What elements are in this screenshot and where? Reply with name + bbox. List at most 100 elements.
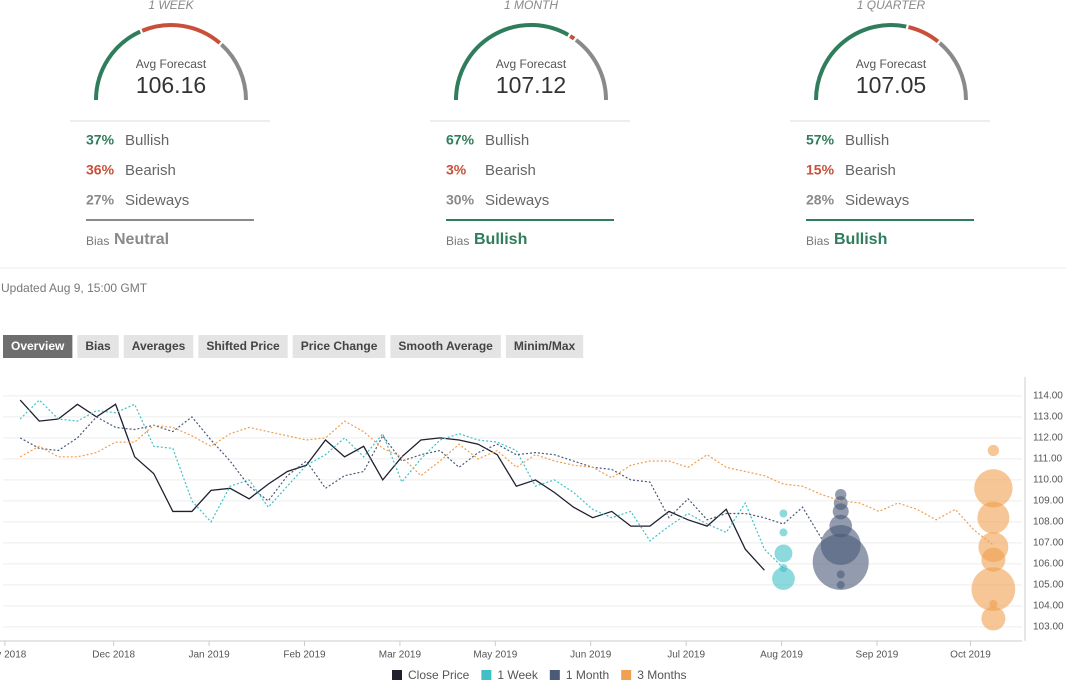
gauge-segment [220,43,248,101]
tab[interactable]: Smooth Average [390,335,501,358]
gauge-segment [814,23,907,101]
legend-marker [392,670,402,680]
legend-label: Close Price [408,668,470,681]
y-tick-label: 110.00 [1033,475,1063,486]
tab[interactable]: Price Change [292,335,386,358]
bias-value: Neutral [114,231,169,248]
legend-marker [549,670,560,680]
tab[interactable]: Averages [123,335,194,358]
x-tick-label: Sep 2019 [856,650,899,661]
x-tick-label: Jul 2019 [667,650,705,661]
bias-value: Bullish [834,231,887,248]
forecast-bubble [774,544,793,563]
x-tick-label: Jun 2019 [570,650,612,661]
y-tick-label: 106.00 [1033,559,1064,570]
tab-label[interactable]: Averages [132,339,186,353]
avg-label: Avg Forecast [856,57,927,71]
legend-label: 1 Month [566,668,609,681]
x-tick-label: Oct 2019 [950,650,991,661]
forecast-bubble [971,567,1016,612]
tab-label[interactable]: Minim/Max [514,339,576,353]
forecast-bubble [832,503,849,520]
forecast-bubble [974,469,1013,508]
row-label: Bullish [125,132,169,149]
y-tick-label: 111.00 [1033,454,1063,465]
legend-marker [481,670,492,680]
tab[interactable]: Overview [3,335,73,358]
forecast-bubble [779,528,788,537]
tab[interactable]: Shifted Price [198,335,288,358]
legend-label: 1 Week [497,668,538,681]
row-percent: 30% [446,192,475,208]
bias-caption: Bias [86,234,109,248]
tab-bg[interactable] [390,335,501,358]
updated-time: Updated Aug 9, 15:00 GMT [1,281,148,295]
x-tick-label: Mar 2019 [379,650,422,661]
gauge-segment [94,29,142,101]
forecast-bubble [836,570,845,579]
row-percent: 57% [806,132,835,148]
x-tick-label: Aug 2019 [760,650,803,661]
forecast-bubble [989,599,998,608]
tab-bg[interactable] [505,335,584,358]
row-percent: 15% [806,162,835,178]
x-tick-label: Dec 2018 [92,650,135,661]
y-tick-label: 107.00 [1033,538,1064,549]
plot-area [3,377,1022,641]
tab-label[interactable]: Price Change [301,339,378,353]
forecast-bubble [981,606,1006,631]
bias-value: Bullish [474,231,527,248]
y-tick-label: 109.00 [1033,496,1064,507]
gauge-segment [938,41,968,101]
tab-bg[interactable] [198,335,288,358]
tab-bg[interactable] [3,335,73,358]
period-label: 1 WEEK [148,0,194,12]
row-percent: 27% [86,192,115,208]
x-tick-label: May 2019 [473,650,517,661]
bias-caption: Bias [446,234,469,248]
row-label: Sideways [125,192,189,209]
y-tick-label: 113.00 [1033,412,1063,423]
y-tick-label: 108.00 [1033,517,1064,528]
avg-label: Avg Forecast [496,57,567,71]
y-tick-label: 104.00 [1033,601,1064,612]
row-label: Bullish [485,132,529,149]
avg-label: Avg Forecast [136,57,207,71]
row-label: Bearish [845,162,896,179]
x-tick-label: Jan 2019 [189,650,231,661]
forecast-bubble [977,501,1010,534]
row-percent: 67% [446,132,475,148]
x-tick-label: Feb 2019 [283,650,326,661]
forecast-bubble [812,533,869,590]
tab-label[interactable]: Overview [11,339,65,353]
gauge-segment [569,34,576,41]
avg-value: 106.16 [136,72,206,98]
row-percent: 3% [446,162,467,178]
x-tick-label: Nov 2018 [0,650,27,661]
y-tick-label: 112.00 [1033,433,1063,444]
y-tick-label: 105.00 [1033,580,1064,591]
forecast-bubble [981,547,1006,572]
tab-bg[interactable] [123,335,194,358]
avg-value: 107.12 [496,72,566,98]
tab-bg[interactable] [292,335,386,358]
y-tick-label: 114.00 [1033,391,1063,402]
tab-label[interactable]: Smooth Average [398,339,493,353]
row-label: Sideways [485,192,549,209]
gauge-segment [141,23,222,45]
avg-value: 107.05 [856,72,926,98]
tab-label[interactable]: Bias [85,339,111,353]
row-percent: 28% [806,192,835,208]
tab-bg[interactable] [77,335,119,358]
tab[interactable]: Bias [77,335,119,358]
gauge-segment [454,23,570,101]
forecast-bubble [779,509,788,518]
forecast-bubble [987,444,1000,457]
legend-label: 3 Months [637,668,686,681]
tab-label[interactable]: Shifted Price [206,339,280,353]
forecast-bubble [772,567,795,590]
bias-caption: Bias [806,234,829,248]
forecast-bubble [836,580,845,589]
tab[interactable]: Minim/Max [505,335,584,358]
